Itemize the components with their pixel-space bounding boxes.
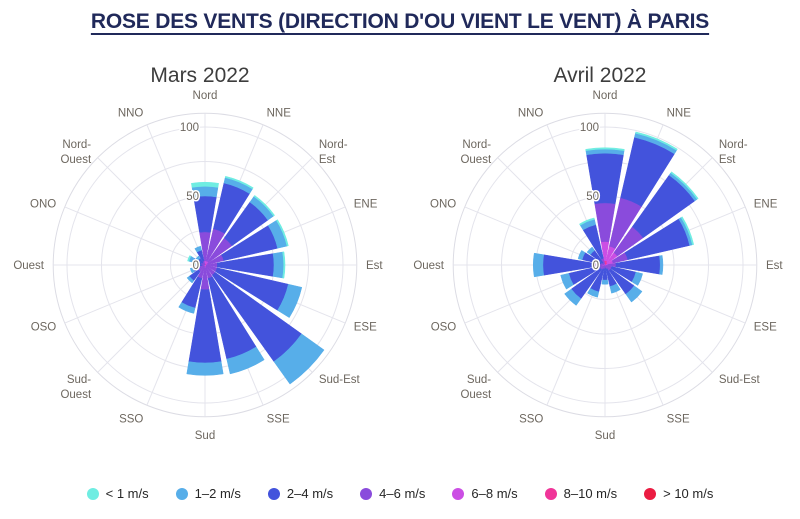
grid-spoke: [98, 158, 205, 265]
direction-label-Nord-Est: Nord-Est: [319, 139, 348, 166]
page-title: ROSE DES VENTS (DIRECTION D'OU VIENT LE …: [0, 10, 800, 34]
direction-label-Sud-Est: Sud-Est: [719, 374, 761, 386]
legend-swatch-icon: [268, 488, 280, 500]
direction-label-Nord-Ouest: Nord-Ouest: [60, 139, 91, 166]
grid-spoke: [498, 158, 605, 265]
wind-speed-legend: < 1 m/s 1–2 m/s 2–4 m/s 4–6 m/s 6–8 m/s 8–10 …: [0, 486, 800, 501]
grid-spoke: [98, 265, 205, 372]
direction-label-OSO: OSO: [431, 322, 457, 334]
radial-tick-0: 0: [593, 260, 599, 272]
legend-item-3[interactable]: 2–4 m/s: [268, 486, 333, 501]
direction-label-Nord-Est: Nord-Est: [719, 139, 748, 166]
legend-swatch-icon: [644, 488, 656, 500]
legend-item-1[interactable]: < 1 m/s: [87, 486, 149, 501]
direction-label-ENE: ENE: [754, 198, 778, 210]
legend-swatch-icon: [545, 488, 557, 500]
legend-label: 2–4 m/s: [287, 486, 333, 501]
direction-label-OSO: OSO: [31, 322, 57, 334]
legend-swatch-icon: [176, 488, 188, 500]
direction-label-Sud: Sud: [595, 430, 615, 442]
direction-label-ONO: ONO: [30, 198, 56, 210]
radial-tick-0: 0: [193, 260, 199, 272]
petals: [179, 176, 324, 384]
charts-row: Mars 2022 Nord NNE Nord-Est ENE Est ESE Sud-Es…: [0, 60, 800, 460]
direction-label-Est: Est: [766, 260, 783, 272]
legend-label: > 10 m/s: [663, 486, 713, 501]
chart-title-mars: Mars 2022: [0, 64, 400, 88]
windrose-chart-avril[interactable]: Nord NNE Nord-Est ENE Est ESE Sud-Est SSE Sud SSO…: [400, 88, 800, 450]
legend-item-7[interactable]: > 10 m/s: [644, 486, 713, 501]
radial-tick-100: 100: [580, 122, 599, 134]
direction-label-SSO: SSO: [119, 414, 143, 426]
windrose-panel-mars: Mars 2022 Nord NNE Nord-Est ENE Est ESE Sud-Es…: [0, 60, 400, 460]
legend-label: 8–10 m/s: [564, 486, 617, 501]
direction-label-NNE: NNE: [267, 107, 292, 119]
windrose-chart-mars[interactable]: Nord NNE Nord-Est ENE Est ESE Sud-Est SSE Sud SSO…: [0, 88, 400, 450]
legend-item-6[interactable]: 8–10 m/s: [545, 486, 617, 501]
legend-swatch-icon: [360, 488, 372, 500]
direction-label-Nord: Nord: [593, 90, 618, 102]
chart-title-avril: Avril 2022: [400, 64, 800, 88]
direction-label-NNO: NNO: [118, 107, 144, 119]
legend-item-2[interactable]: 1–2 m/s: [176, 486, 241, 501]
direction-label-Est: Est: [366, 260, 383, 272]
legend-swatch-icon: [452, 488, 464, 500]
direction-label-ESE: ESE: [754, 322, 777, 334]
legend-swatch-icon: [87, 488, 99, 500]
direction-label-SSE: SSE: [667, 414, 690, 426]
axis-labels: Nord NNE Nord-Est ENE Est ESE Sud-Est SSE Sud SSO…: [413, 90, 783, 442]
direction-label-ENE: ENE: [354, 198, 378, 210]
radial-tick-50: 50: [186, 191, 199, 203]
direction-label-ESE: ESE: [354, 322, 377, 334]
legend-label: < 1 m/s: [106, 486, 149, 501]
direction-label-Sud-Ouest: Sud-Ouest: [60, 374, 91, 401]
direction-label-SSO: SSO: [519, 414, 543, 426]
grid-spoke: [65, 265, 205, 323]
direction-label-Sud-Ouest: Sud-Ouest: [460, 374, 491, 401]
legend-label: 6–8 m/s: [471, 486, 517, 501]
petal-Est-1–2 m/s[interactable]: [659, 255, 663, 274]
direction-label-Sud: Sud: [195, 430, 215, 442]
windrose-panel-avril: Avril 2022 Nord NNE Nord-Est ENE Est ESE Sud-E…: [400, 60, 800, 460]
direction-label-Nord: Nord: [193, 90, 218, 102]
legend-label: 4–6 m/s: [379, 486, 425, 501]
petal-Sud-1–2 m/s[interactable]: [187, 362, 223, 376]
direction-label-ONO: ONO: [430, 198, 456, 210]
legend-item-5[interactable]: 6–8 m/s: [452, 486, 517, 501]
radial-tick-50: 50: [586, 191, 599, 203]
petal-Sud-1–2 m/s[interactable]: [602, 280, 608, 284]
direction-label-Sud-Est: Sud-Est: [319, 374, 361, 386]
direction-label-Ouest: Ouest: [413, 260, 444, 272]
legend-item-4[interactable]: 4–6 m/s: [360, 486, 425, 501]
legend-label: 1–2 m/s: [195, 486, 241, 501]
petal-Ouest-1–2 m/s[interactable]: [533, 253, 544, 277]
direction-label-Ouest: Ouest: [13, 260, 44, 272]
axis-labels: Nord NNE Nord-Est ENE Est ESE Sud-Est SSE Sud SSO…: [13, 90, 383, 442]
radial-tick-100: 100: [180, 122, 199, 134]
grid-spoke: [65, 207, 205, 265]
direction-label-NNO: NNO: [518, 107, 544, 119]
direction-label-NNE: NNE: [667, 107, 692, 119]
petal-Est-1–2 m/s[interactable]: [273, 252, 284, 278]
direction-label-Nord-Ouest: Nord-Ouest: [460, 139, 491, 166]
direction-label-SSE: SSE: [267, 414, 290, 426]
